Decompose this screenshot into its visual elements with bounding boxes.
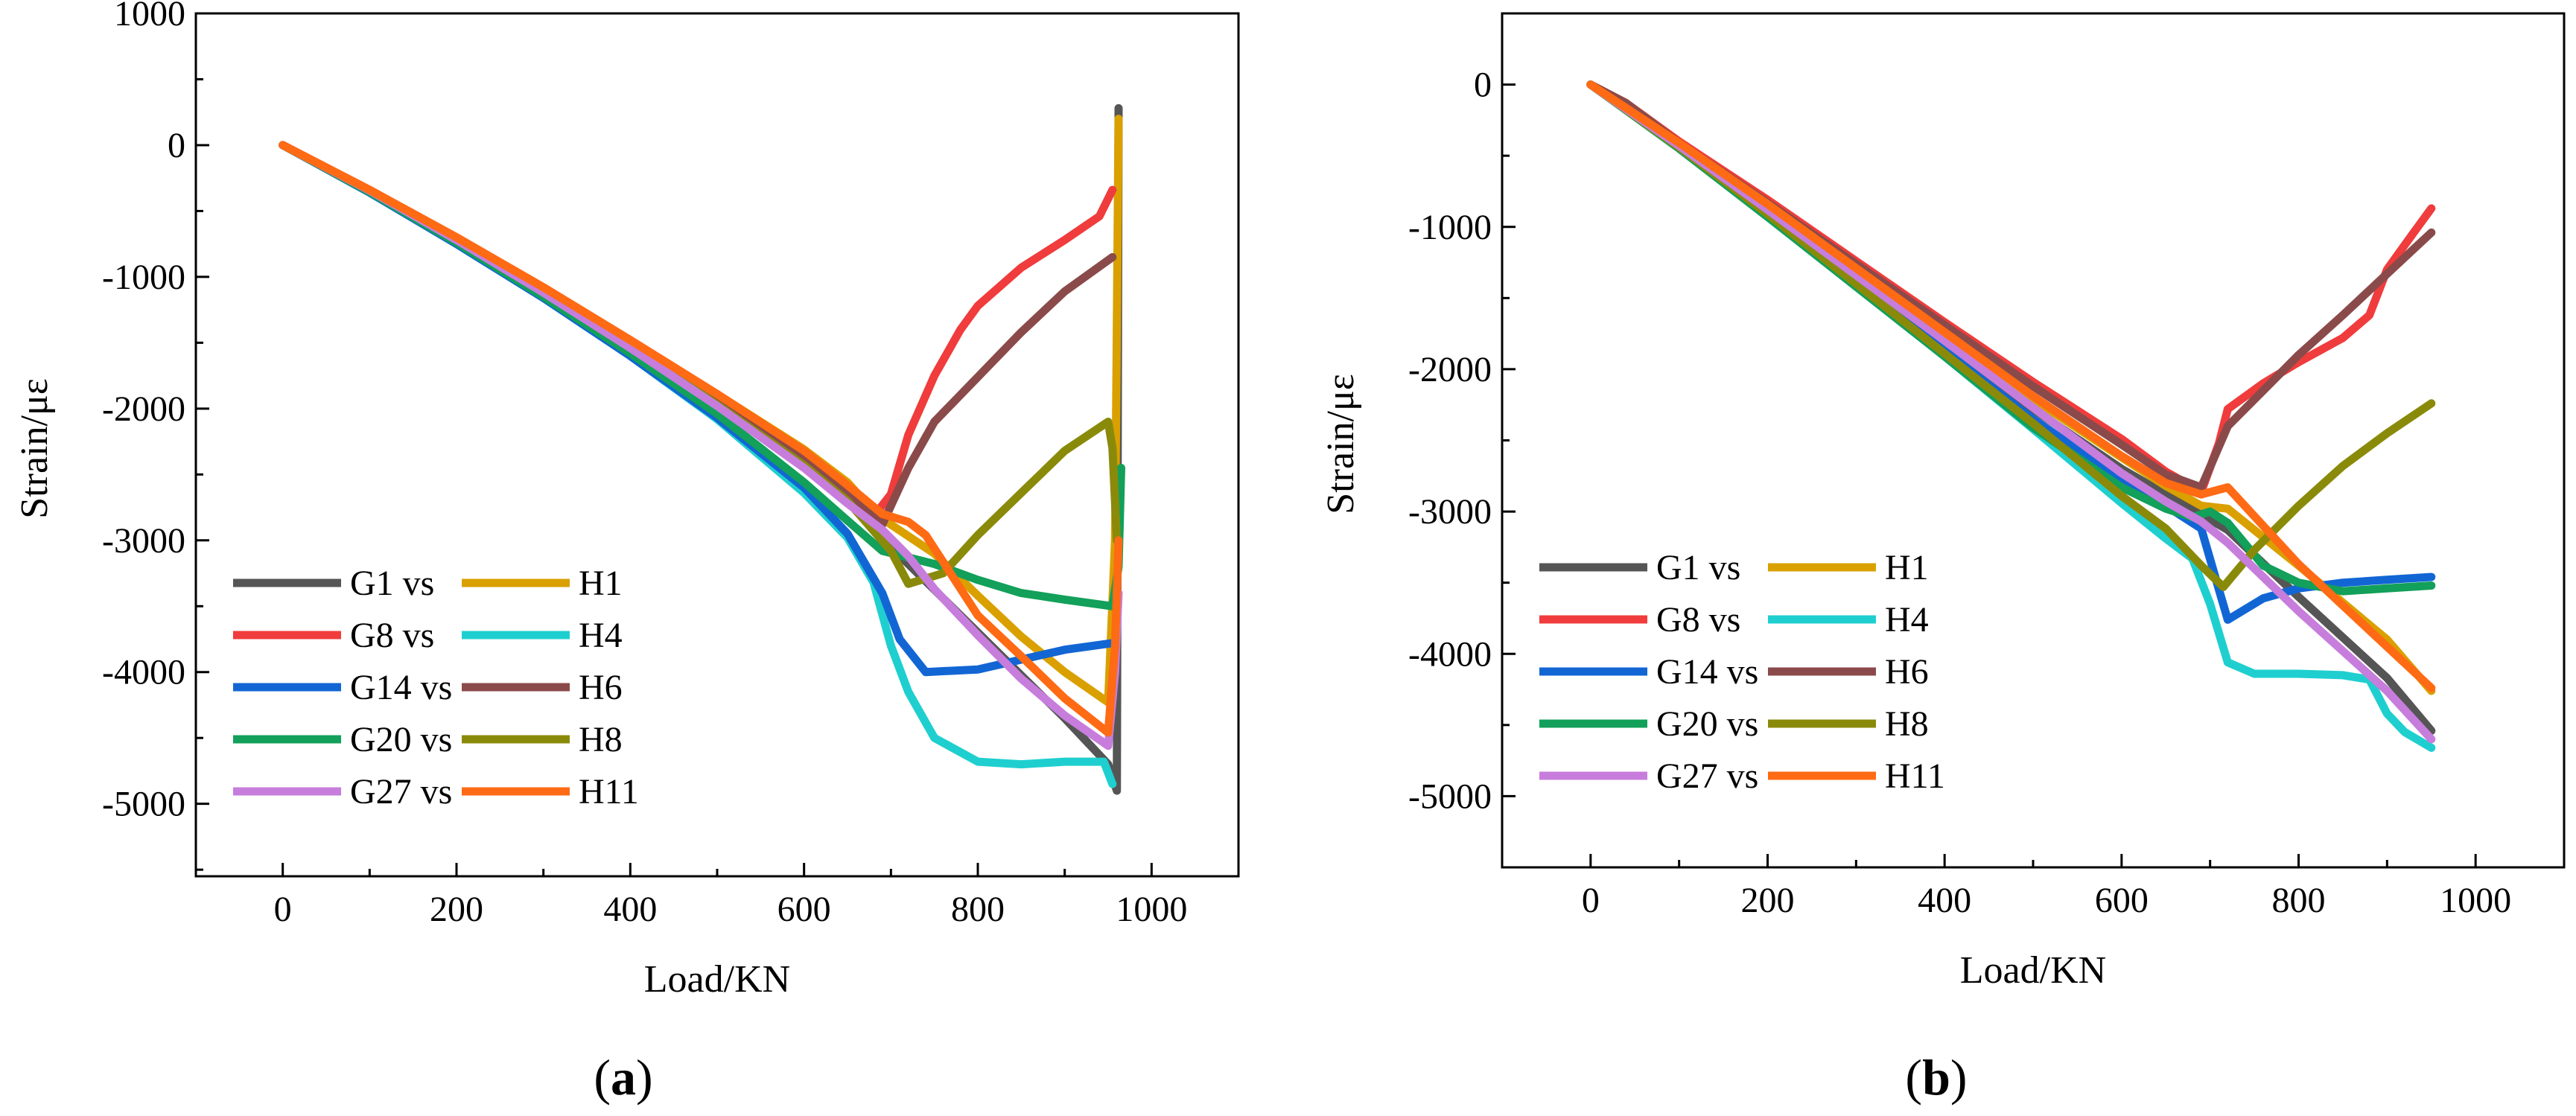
series-line-G20 bbox=[1586, 80, 2436, 596]
y-tick-label: -1000 bbox=[1408, 208, 1492, 247]
series-line-H6 bbox=[1586, 80, 2436, 492]
series-line-H8 bbox=[1586, 80, 2436, 591]
y-tick-label: 0 bbox=[1474, 66, 1492, 105]
panel-b-caption: (b) bbox=[1905, 1049, 1967, 1106]
legend-label-H1: H1 bbox=[1885, 548, 1929, 587]
x-tick-label: 600 bbox=[2095, 881, 2149, 920]
series-line-G27 bbox=[1586, 80, 2436, 744]
series-line-G27 bbox=[279, 141, 1123, 750]
y-tick-label: -5000 bbox=[1408, 777, 1492, 816]
y-tick-label: -3000 bbox=[1408, 492, 1492, 532]
y-tick-label: -4000 bbox=[102, 653, 185, 692]
series-line-H4 bbox=[1586, 80, 2436, 752]
legend-label-G20: G20 vs bbox=[1656, 704, 1758, 744]
legend-label-H11: H11 bbox=[579, 772, 639, 812]
legend-label-G8: G8 vs bbox=[350, 616, 434, 655]
series-line-H6 bbox=[279, 141, 1117, 529]
x-tick-label: 600 bbox=[777, 890, 831, 929]
x-tick-label: 200 bbox=[430, 890, 483, 929]
series-line-G8 bbox=[1586, 80, 2436, 496]
legend-label-G20: G20 vs bbox=[350, 720, 452, 759]
chart-panel-a: 0 200 400 600 800 1000 1000 0 -1000 -2000 -3000 -40… bbox=[13, 0, 1240, 1001]
legend-label-H4: H4 bbox=[579, 616, 623, 655]
series-line-H11 bbox=[279, 141, 1123, 737]
legend-label-G27: G27 vs bbox=[1656, 756, 1758, 796]
x-tick-label: 800 bbox=[951, 890, 1005, 929]
y-tick-label: -3000 bbox=[102, 521, 185, 561]
y-tick-label: -5000 bbox=[102, 785, 185, 824]
series-line-G8 bbox=[279, 141, 1117, 521]
y-tick-label: -2000 bbox=[1408, 350, 1492, 389]
legend: G1 vs H1 G8 vs H4 G14 vs H6 G20 vs H8 G27 vs H11 bbox=[233, 564, 639, 812]
y-axis-title: Strain/με bbox=[1320, 374, 1362, 514]
x-tick-label: 400 bbox=[603, 890, 657, 929]
legend-label-H8: H8 bbox=[1885, 704, 1929, 744]
legend-label-H11: H11 bbox=[1885, 756, 1945, 796]
legend-label-G14: G14 vs bbox=[350, 668, 452, 707]
x-axis-title: Load/KN bbox=[1960, 949, 2106, 992]
legend-label-G1: G1 vs bbox=[1656, 548, 1740, 587]
legend-label-H8: H8 bbox=[579, 720, 623, 759]
legend-label-H6: H6 bbox=[1885, 652, 1929, 692]
x-axis-title: Load/KN bbox=[644, 958, 790, 1001]
legend: G1 vs H1 G8 vs H4 G14 vs H6 G20 vs H8 G27 vs H11 bbox=[1539, 548, 1945, 796]
x-tick-label: 1000 bbox=[2440, 881, 2511, 920]
series-group bbox=[279, 103, 1125, 795]
x-tick-label: 0 bbox=[1582, 881, 1600, 920]
y-tick-label: -2000 bbox=[102, 389, 185, 429]
y-axis-title: Strain/με bbox=[13, 378, 56, 518]
x-tick-label: 800 bbox=[2272, 881, 2326, 920]
x-tick-label: 1000 bbox=[1116, 890, 1187, 929]
legend-label-G8: G8 vs bbox=[1656, 600, 1740, 640]
x-tick-label: 200 bbox=[1741, 881, 1795, 920]
series-line-H11 bbox=[1586, 80, 2436, 692]
legend-label-G27: G27 vs bbox=[350, 772, 452, 812]
y-tick-label: 0 bbox=[168, 126, 185, 165]
legend-label-H1: H1 bbox=[579, 564, 623, 603]
y-tick-label: 1000 bbox=[114, 0, 185, 34]
chart-panel-b: 0 200 400 600 800 1000 0 -1000 -2000 -3000 -4000 -5… bbox=[1320, 12, 2566, 992]
legend-label-H4: H4 bbox=[1885, 600, 1929, 640]
legend-label-G14: G14 vs bbox=[1656, 652, 1758, 692]
x-tick-label: 400 bbox=[1918, 881, 1971, 920]
series-group bbox=[1586, 80, 2436, 752]
panel-a-caption: (a) bbox=[594, 1049, 652, 1106]
legend-label-G1: G1 vs bbox=[350, 564, 434, 603]
y-tick-label: -4000 bbox=[1408, 634, 1492, 674]
x-tick-label: 0 bbox=[274, 890, 292, 929]
y-tick-label: -1000 bbox=[102, 258, 185, 297]
legend-label-H6: H6 bbox=[579, 668, 623, 707]
